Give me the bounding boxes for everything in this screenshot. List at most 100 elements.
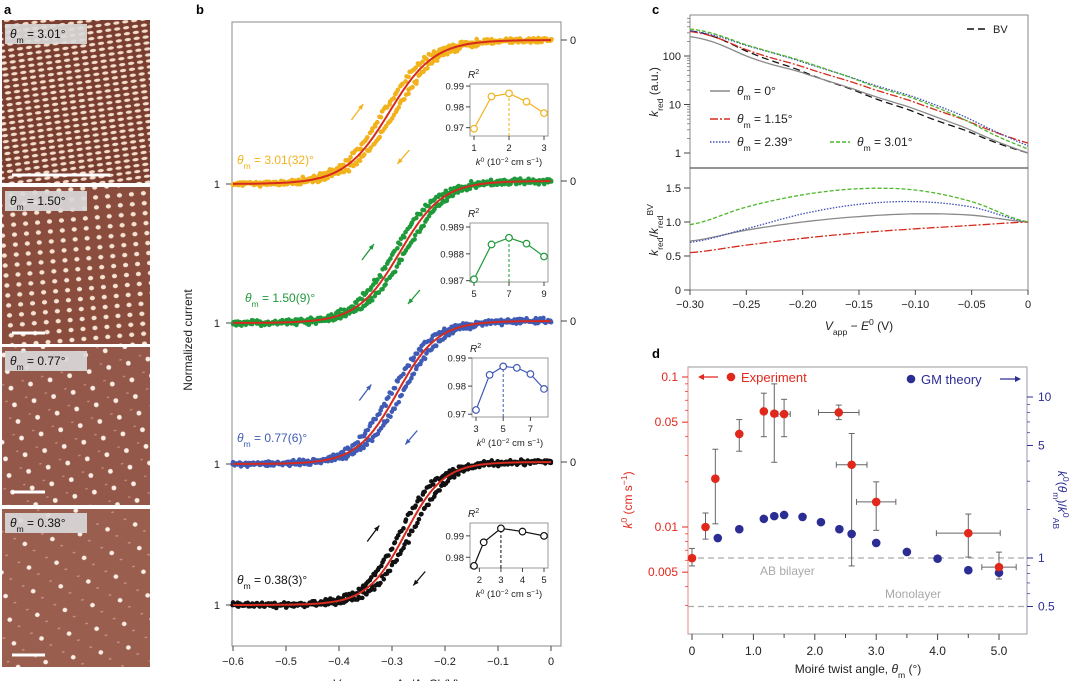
x-tick-label: −0.4 bbox=[328, 656, 350, 668]
theory-point bbox=[713, 533, 723, 543]
x-axis-label: Vapp − E0 (V) bbox=[825, 317, 893, 337]
data-point bbox=[401, 526, 406, 531]
data-point bbox=[375, 277, 380, 282]
inset-x-tick-label: 7 bbox=[506, 289, 511, 300]
left-y-axis-label: k0 (cm s−1) bbox=[619, 471, 635, 528]
legend-theory-marker bbox=[906, 374, 916, 384]
data-point bbox=[359, 595, 365, 601]
data-point bbox=[394, 557, 400, 563]
inset-point bbox=[540, 109, 548, 118]
inset-point bbox=[479, 538, 488, 547]
x-axis-label: Vapp versus Ag/AgCl (V) bbox=[332, 677, 459, 681]
data-point bbox=[418, 348, 424, 353]
data-point bbox=[376, 290, 382, 296]
data-point bbox=[419, 511, 424, 517]
data-point bbox=[412, 232, 418, 238]
data-point bbox=[424, 56, 429, 62]
x-tick-label: −0.6 bbox=[222, 656, 244, 668]
legend-label: θm = 0° bbox=[737, 84, 776, 102]
data-point bbox=[406, 540, 411, 545]
experiment-point bbox=[712, 448, 719, 525]
inset-y-tick-label: 0.99 bbox=[448, 354, 467, 365]
data-point bbox=[383, 123, 389, 129]
right-tick-label: 0 bbox=[570, 316, 576, 328]
data-point bbox=[411, 371, 417, 377]
data-point bbox=[410, 84, 415, 90]
arrow-head-icon bbox=[366, 384, 372, 391]
reference-label: AB bilayer bbox=[760, 564, 815, 578]
panel-d: AB bilayerMonolayer0.10.050.010.00510510… bbox=[619, 366, 1071, 680]
inset-point bbox=[505, 233, 513, 242]
panel-b: −0.6 −0.5 −0.4 −0.3 −0.2 −0.1 0 Vapp versus Ag/… bbox=[181, 21, 576, 681]
data-point bbox=[395, 245, 400, 251]
x-tick-label: −0.20 bbox=[789, 299, 817, 311]
data-point bbox=[389, 546, 395, 552]
theory-point bbox=[902, 547, 912, 557]
inset-point bbox=[540, 531, 548, 540]
right-y-tick-label: 1 bbox=[1038, 551, 1045, 565]
image-label: θm = 1.50° bbox=[10, 194, 66, 212]
data-point bbox=[392, 406, 398, 412]
right-y-tick-label: 10 bbox=[1038, 390, 1052, 404]
experiment-point bbox=[771, 383, 778, 463]
theory-point bbox=[847, 529, 856, 539]
data-point bbox=[381, 576, 387, 582]
y-tick-label: 10 bbox=[669, 100, 681, 112]
data-point bbox=[418, 211, 423, 217]
data-point bbox=[365, 427, 371, 433]
data-point bbox=[396, 105, 402, 110]
inset-x-tick-label: 3 bbox=[541, 143, 546, 154]
image-label: θm = 3.01° bbox=[10, 27, 66, 45]
panel-a: θm = 3.01° θm = 1.50° θm = 0.77° θm = 0.38° bbox=[2, 20, 150, 667]
inset-point bbox=[487, 240, 496, 249]
inset-x-tick-label: 5 bbox=[471, 289, 476, 300]
data-point bbox=[387, 568, 393, 574]
data-point bbox=[383, 282, 388, 287]
inset-point bbox=[472, 406, 480, 414]
inset-point bbox=[485, 370, 494, 379]
right-tick-label: 0 bbox=[570, 35, 576, 47]
y-tick-label: 0.5 bbox=[666, 251, 681, 263]
inset-point bbox=[470, 561, 478, 570]
x-tick-label: −0.3 bbox=[381, 656, 403, 668]
data-point bbox=[377, 134, 383, 140]
experiment-marker bbox=[734, 429, 744, 439]
left-tick-label: 1 bbox=[214, 459, 220, 471]
data-point bbox=[389, 391, 395, 396]
right-tick-label: 0 bbox=[570, 457, 576, 469]
series-line-1.15 bbox=[689, 221, 1029, 254]
trace-label: θm = 3.01(32)° bbox=[237, 153, 314, 171]
theory-point bbox=[816, 517, 826, 527]
data-point bbox=[372, 587, 377, 592]
inset-point bbox=[540, 252, 548, 261]
inset-y-tick-label: 0.97 bbox=[446, 123, 465, 134]
data-point bbox=[472, 324, 478, 329]
inset-point bbox=[526, 370, 535, 378]
inset-point bbox=[540, 385, 548, 393]
experiment-marker bbox=[871, 497, 881, 507]
data-point bbox=[414, 78, 419, 84]
data-point bbox=[397, 241, 403, 247]
data-point bbox=[379, 563, 384, 569]
x-tick-label: −0.25 bbox=[732, 299, 760, 311]
data-point bbox=[383, 265, 388, 271]
x-tick-label: −0.10 bbox=[901, 299, 929, 311]
left-y-tick-label: 0.05 bbox=[655, 415, 679, 429]
stm-image: θm = 0.38° bbox=[2, 509, 150, 667]
theory-point bbox=[734, 524, 744, 534]
panel-c: 1 10 100 0 0.5 1.0 1.5 −0.30 −0.25 −0.20 −0.15 −0.1… bbox=[645, 14, 1031, 337]
data-point bbox=[396, 399, 402, 405]
data-point bbox=[392, 540, 398, 545]
series-line-0 bbox=[689, 213, 1029, 242]
image-label-box bbox=[5, 513, 87, 533]
inset-x-tick-label: 2 bbox=[506, 143, 511, 154]
inset-x-tick-label: 2 bbox=[477, 575, 482, 586]
experiment-point bbox=[835, 433, 868, 567]
x-tick-label: −0.1 bbox=[487, 656, 509, 668]
inset-point bbox=[470, 275, 478, 284]
series-line-3.01 bbox=[689, 187, 1029, 226]
theory-point bbox=[798, 512, 807, 522]
inset-x-tick-label: 9 bbox=[541, 289, 546, 300]
data-point bbox=[386, 395, 391, 400]
panel-label-a: a bbox=[4, 2, 12, 17]
